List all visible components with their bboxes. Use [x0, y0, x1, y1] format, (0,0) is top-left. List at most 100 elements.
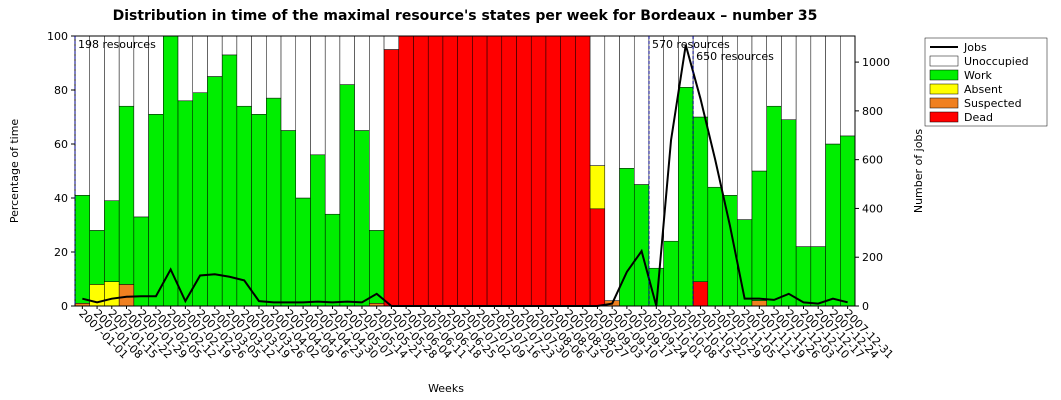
bar-segment	[619, 168, 635, 307]
bar-segment	[118, 284, 135, 307]
legend-label: Unoccupied	[964, 55, 1029, 68]
bar-segment	[310, 154, 326, 307]
y-tick-label: 60	[54, 138, 68, 151]
bar-segment	[633, 35, 650, 185]
bar-segment	[339, 35, 355, 85]
bar-segment	[795, 35, 812, 247]
bar-segment	[678, 87, 694, 307]
bar-segment	[295, 197, 311, 307]
bar-segment	[795, 246, 812, 307]
bar-segment	[192, 92, 208, 307]
bar-segment	[251, 35, 267, 115]
y2-tick-label: 800	[862, 105, 883, 118]
bar-segment	[74, 195, 90, 304]
y2-tick-label: 0	[862, 300, 869, 313]
bar-segment	[266, 35, 282, 99]
bar-segment	[707, 186, 723, 307]
bar-segment	[751, 170, 767, 301]
bar-segment	[486, 35, 503, 307]
bar-segment	[163, 35, 179, 307]
bar-segment	[133, 216, 149, 307]
annotation-text: 198 resources	[78, 38, 156, 51]
bar-segment	[192, 35, 208, 93]
y-tick-label: 40	[54, 192, 68, 205]
annotation-text: 570 resources	[652, 38, 730, 51]
y2-tick-label: 400	[862, 202, 883, 215]
bar-segment	[177, 100, 193, 307]
bar-segment	[472, 35, 488, 307]
bar-segment	[118, 105, 135, 285]
bar-segment	[840, 35, 856, 137]
bar-segment	[324, 213, 341, 307]
bar-segment	[575, 35, 591, 307]
legend-swatch	[929, 69, 959, 81]
legend-swatch	[929, 55, 959, 67]
legend-swatch	[929, 97, 959, 109]
bar-segment	[825, 35, 841, 145]
bar-segment	[825, 143, 841, 307]
bar-segment	[501, 35, 517, 307]
bar-segment	[810, 246, 826, 307]
bar-segment	[766, 105, 782, 307]
bar-segment	[310, 35, 326, 156]
bar-segment	[148, 114, 164, 307]
bar-segment	[280, 130, 297, 307]
bar-segment	[781, 119, 797, 307]
y2-axis-label: Number of jobs	[912, 129, 925, 214]
y-tick-label: 0	[61, 300, 68, 313]
bar-segment	[295, 35, 311, 199]
bar-segment	[619, 35, 635, 169]
bar-segment	[266, 97, 282, 307]
legend-label: Absent	[964, 83, 1003, 96]
bar-segment	[751, 300, 767, 307]
bar-segment	[781, 35, 797, 120]
bar-segment	[207, 35, 223, 77]
bar-segment	[89, 35, 105, 231]
bar-segment	[633, 184, 650, 307]
bar-segment	[737, 35, 753, 220]
bar-segment	[766, 35, 782, 107]
bar-segment	[516, 35, 532, 307]
bar-segment	[74, 35, 90, 196]
legend-label: Work	[964, 69, 992, 82]
bar-segment	[663, 240, 679, 307]
legend-swatch	[929, 83, 959, 95]
bar-segment	[221, 35, 238, 56]
y-tick-label: 100	[47, 30, 68, 43]
bar-segment	[427, 35, 444, 307]
bar-segment	[604, 35, 620, 301]
bar-segment	[369, 35, 385, 231]
bar-segment	[236, 35, 252, 107]
legend-label: Jobs	[963, 41, 987, 54]
bar-segment	[207, 76, 223, 307]
y2-tick-label: 200	[862, 251, 883, 264]
bar-segment	[383, 35, 400, 50]
bar-segment	[280, 35, 297, 131]
x-axis-label: Weeks	[428, 382, 464, 395]
bar-segment	[398, 35, 414, 307]
bar-segment	[383, 49, 400, 307]
legend-swatch	[929, 111, 959, 123]
bar-segment	[810, 35, 826, 247]
y2-tick-label: 1000	[862, 56, 890, 69]
y-tick-label: 80	[54, 84, 68, 97]
bar-segment	[104, 35, 120, 201]
bar-segment	[589, 165, 606, 210]
bar-segment	[104, 200, 120, 282]
bar-segment	[324, 35, 341, 215]
bar-segment	[354, 35, 370, 131]
y2-tick-label: 600	[862, 154, 883, 167]
bar-segment	[737, 219, 753, 307]
bar-segment	[339, 84, 355, 307]
bar-segment	[104, 281, 120, 307]
bar-segment	[589, 208, 606, 307]
bar-segment	[354, 130, 370, 307]
bar-segment	[221, 54, 238, 307]
bar-segment	[236, 105, 252, 307]
bar-segment	[457, 35, 473, 307]
annotation-text: 650 resources	[696, 50, 774, 63]
bar-segment	[648, 35, 664, 269]
legend-label: Dead	[964, 111, 993, 124]
y-tick-label: 20	[54, 246, 68, 259]
